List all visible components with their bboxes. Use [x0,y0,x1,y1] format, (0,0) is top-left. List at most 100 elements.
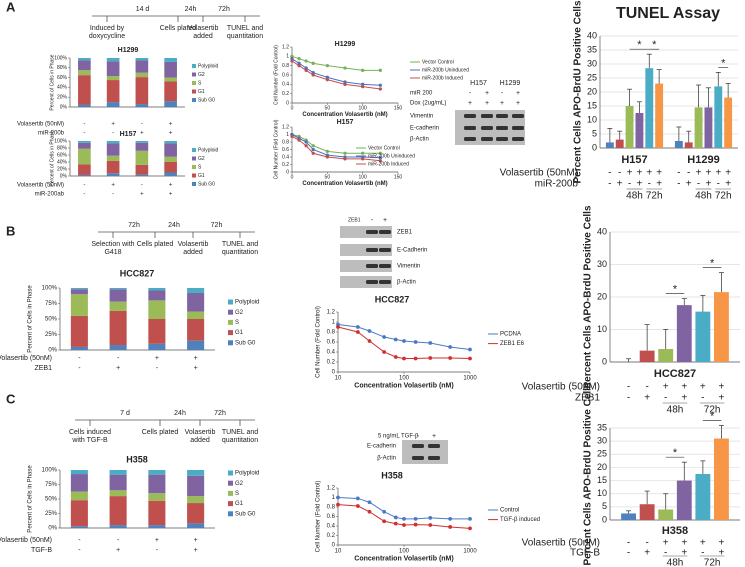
bar-segment [78,164,91,175]
blot-band-label: ZEB1 [397,230,413,236]
legend-label: TGF-β induced [500,517,540,523]
bar-segment [135,60,149,73]
legend-swatch [228,480,233,486]
y-tick-label: 0.6 [327,514,336,520]
y-tick-label: 0.8 [327,330,336,336]
bar-segment [109,525,127,528]
x-tick-label: 10 [335,549,342,555]
condition-sign: - [112,192,114,198]
timeline-step: Volasertib added [187,25,219,40]
timeline-interval: 24h [168,222,180,229]
bar-segment [78,174,91,176]
point [343,151,347,155]
y-tick-label: 30 [587,58,597,68]
y-tick-label: 0% [48,348,57,354]
legend-label: G1 [198,173,205,179]
bar-segment [135,142,149,151]
bar [621,513,636,520]
point [393,515,398,520]
condition-sign: + [681,393,687,404]
point [428,523,433,527]
bar-segment [109,345,127,350]
condition-sign: + [116,365,120,372]
bar-segment [135,164,149,175]
legend-label: Polyploid [235,300,259,306]
blot-sign: + [500,100,504,107]
bar-segment [78,142,91,149]
bar-segment [109,288,127,290]
point [325,155,329,159]
y-tick-label: 15 [597,475,607,485]
legend-label: Vector Control [422,59,454,65]
y-tick-label: 25% [45,511,58,517]
condition-sign: + [706,179,712,190]
time-label: 48h [695,191,712,202]
legend-label: G2 [198,156,205,162]
condition-sign: - [677,179,680,190]
legend-swatch [228,340,233,346]
condition-sign: + [700,382,706,393]
y-tick-label: 0.8 [327,505,336,511]
legend-label: G2 [235,310,244,316]
y-tick-label: 25 [587,72,597,82]
bar-segment [70,474,88,492]
y-tick-label: 0.4 [327,524,336,530]
condition-sign: - [627,393,630,404]
y-tick-label: 25 [597,449,607,459]
condition-sign: - [78,537,81,544]
bar-segment [109,490,127,497]
chart-title: HCC827 [120,268,155,278]
bar-segment [109,310,127,346]
legend-label: G1 [198,89,205,95]
y-tick-label: 0 [602,514,607,524]
blot-band [512,126,524,130]
point [468,526,472,531]
y-tick-label: 0 [286,169,289,175]
bar-segment [135,72,149,78]
condition-sign: - [701,393,704,404]
timeline-step: Volasertib added [177,241,209,256]
legend-swatch [192,89,196,94]
y-axis-label: Cell Number (Fold Control) [273,119,279,179]
blot-header-label: ZEB1 [348,217,361,223]
y-tick-label: 1.2 [327,486,336,492]
blot-strip [402,440,448,452]
condition-sign: + [644,548,650,559]
y-tick-label: 0.4 [327,350,336,356]
y-tick-label: 30 [597,436,607,446]
bar [639,350,655,362]
bar-segment [187,288,205,293]
x-tick-label: 1000 [463,549,477,555]
blot-sign: + [432,433,436,440]
blot-band [481,126,493,130]
bar-segment [187,523,205,528]
y-tick-label: 80% [57,145,68,151]
legend-swatch [192,64,196,68]
panel-label: A [6,0,16,14]
point [378,87,382,91]
y-tick-label: 0.6 [282,72,289,78]
blot-band [379,248,391,252]
y-tick-label: 0.6 [282,147,289,153]
bar-segment [78,70,91,76]
legend-swatch [228,319,233,325]
x-tick-label: 100 [358,105,367,111]
bar-segment [78,104,91,107]
y-tick-label: 100% [42,286,58,292]
time-label: 72h [715,191,732,202]
condition-sign: + [681,548,687,559]
condition-sign: - [627,548,630,559]
bar [714,438,729,520]
timeline-interval: 72h [218,6,230,13]
blot-band [464,114,476,118]
blot-sign: + [516,100,520,107]
condition-label: ZEB1 [34,365,52,372]
bar-segment [164,156,177,162]
y-tick-label: 0 [592,142,597,152]
point [325,75,329,79]
condition-label: miR-200b [535,179,579,190]
point [311,144,315,148]
condition-sign: + [194,547,198,554]
